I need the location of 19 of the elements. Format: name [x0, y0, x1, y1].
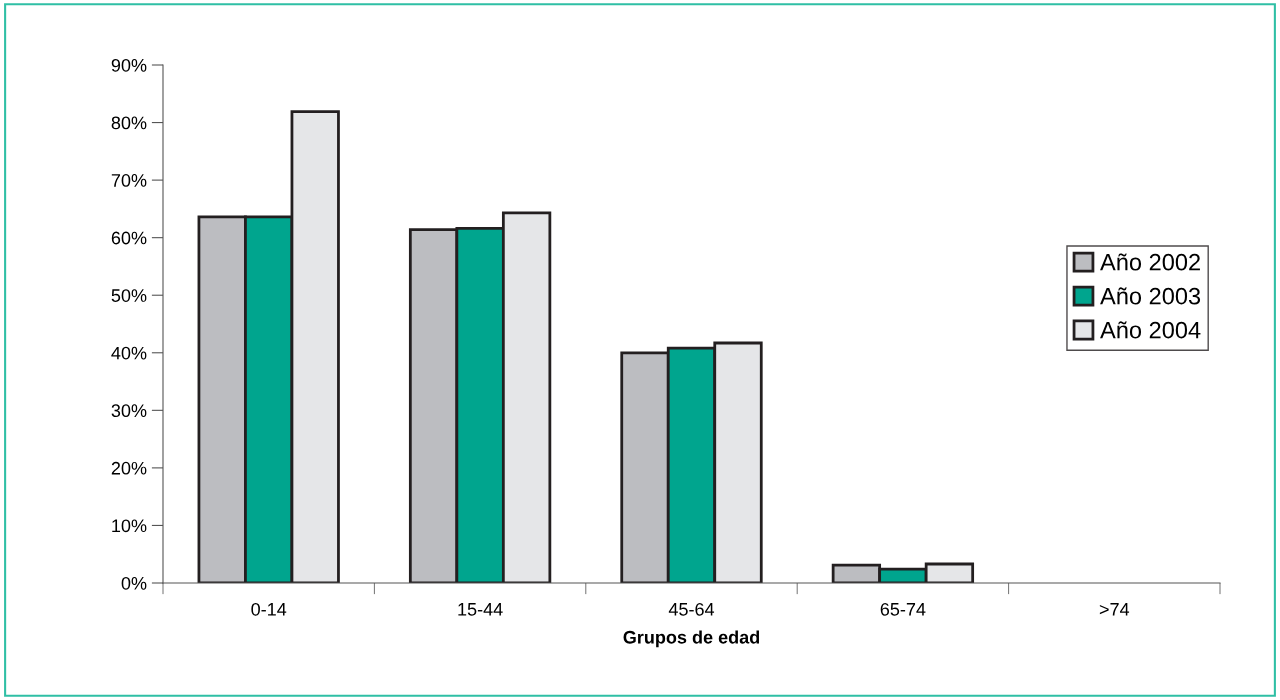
x-axis-title: Grupos de edad: [623, 630, 760, 648]
x-tick-label: 45-64: [668, 602, 715, 616]
y-tick-label: 40%: [111, 346, 147, 360]
x-tick-label: 0-14: [251, 602, 287, 616]
x-tick-label: >74: [1099, 603, 1130, 616]
y-tick-label: 30%: [111, 404, 147, 418]
y-tick-label: 90%: [111, 58, 147, 72]
y-tick-label: 80%: [111, 116, 147, 130]
y-tick-label: 50%: [111, 289, 147, 302]
legend-label: Año 2003: [1100, 287, 1201, 305]
legend-label: Año 2002: [1100, 253, 1200, 271]
x-tick-label: 15-44: [458, 603, 503, 616]
legend-label: Año 2004: [1100, 321, 1201, 339]
y-tick-label: 60%: [111, 231, 147, 245]
y-tick-label: 20%: [111, 461, 147, 475]
y-tick-label: 0%: [121, 576, 147, 590]
y-tick-label: 10%: [112, 519, 147, 533]
x-tick-label: 65-74: [880, 602, 926, 616]
y-tick-label: 70%: [111, 174, 147, 187]
